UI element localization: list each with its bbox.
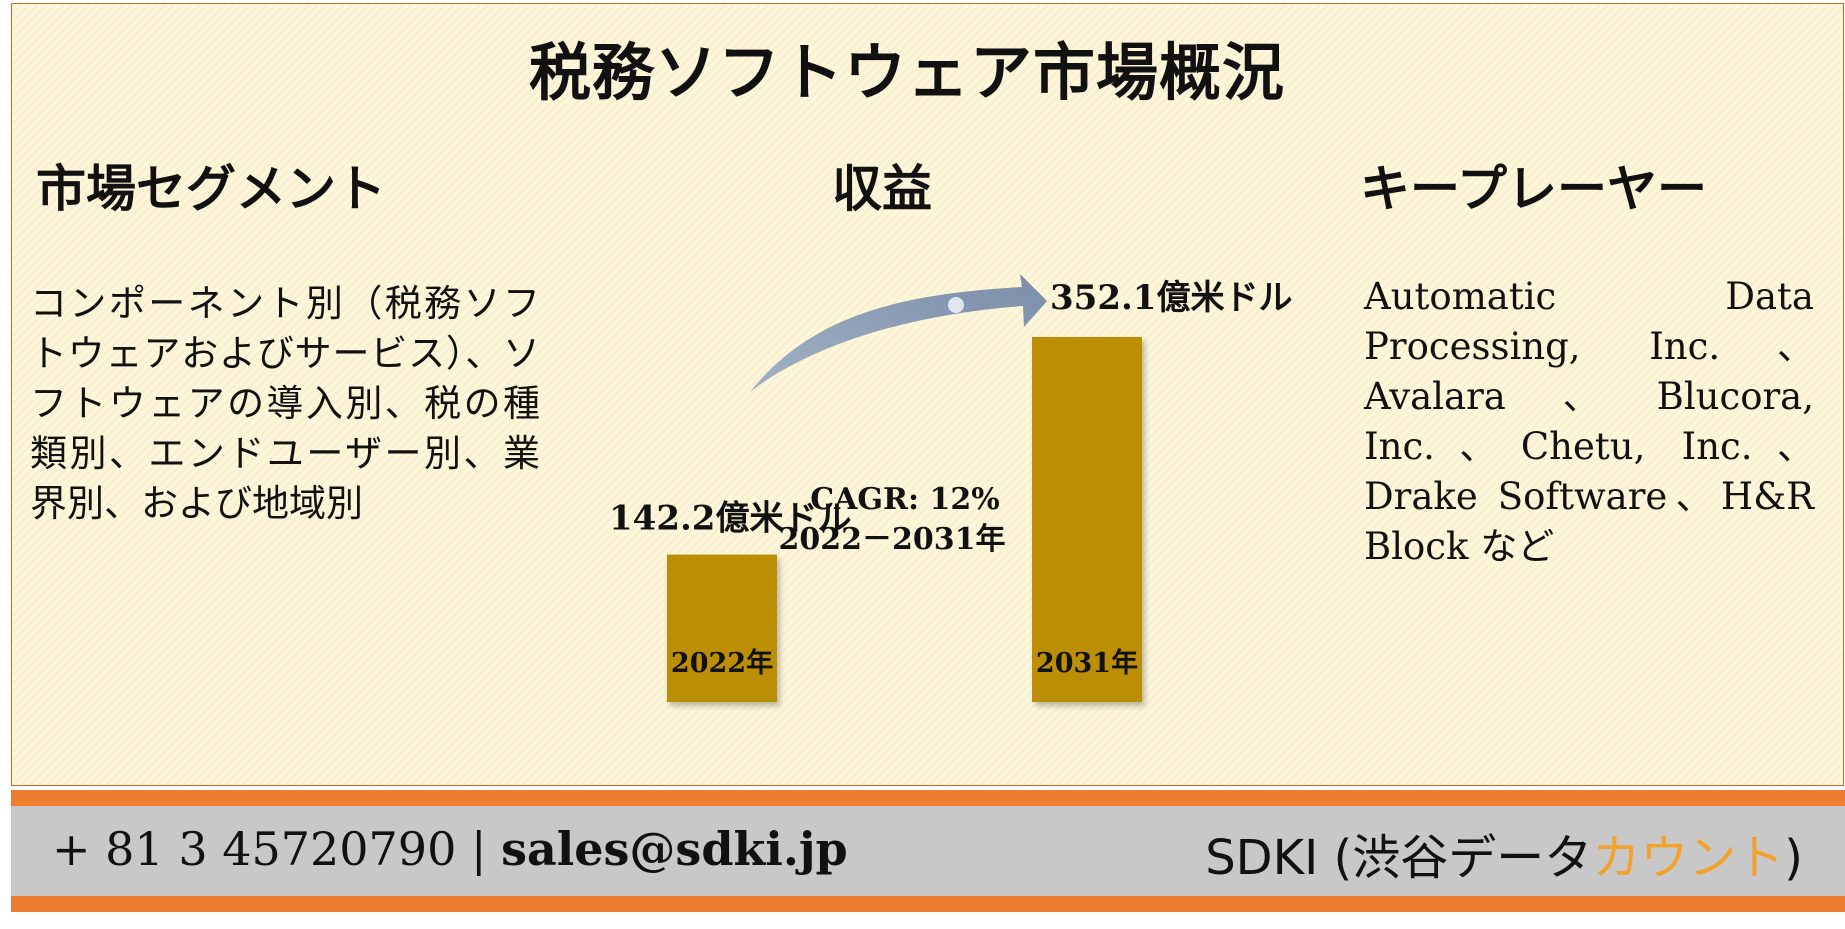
brand-prefix: SDKI (渋谷データ — [1205, 830, 1593, 886]
brand-accent: カウント — [1592, 830, 1785, 886]
revenue-heading: 収益 — [832, 159, 932, 218]
cagr-label: CAGR: 12% — [810, 482, 999, 517]
infographic-panel: 税務ソフトウェア市場概況 市場セグメント 収益 キープレーヤー コンポーネント別… — [11, 3, 1844, 786]
growth-arrow-icon — [750, 274, 1047, 392]
players-text: Automatic Data Processing, Inc.、Avalara、… — [1364, 275, 1814, 568]
contact-separator: | — [470, 822, 487, 876]
arrow-highlight-icon — [948, 297, 964, 313]
players-heading: キープレーヤー — [1360, 159, 1707, 218]
bar-2031年 — [1032, 337, 1142, 702]
phone-number: + 81 3 45720790 — [52, 822, 457, 876]
footer-bottom-band — [11, 896, 1845, 912]
cagr-period-label: 2022－2031年 — [779, 522, 1006, 557]
bar-value-label: 142.2億米ドル — [609, 499, 851, 539]
bar-2022年 — [667, 554, 777, 702]
footer-top-band — [11, 790, 1845, 806]
revenue-chart: 2022年 142.2億米ドル 2031年 352.1億米ドル CAGR: 12% 2… — [609, 274, 1292, 702]
bar-category-label: 2022年 — [671, 647, 773, 679]
email-link[interactable]: sales@sdki.jp — [501, 822, 848, 876]
segments-heading: 市場セグメント — [36, 159, 386, 218]
brand-name: SDKI (渋谷データカウント) — [1205, 818, 1803, 888]
segments-text: コンポーネント別（税務ソフトウェアおよびサービス）、ソフトウェアの導入別、税の種… — [30, 282, 540, 525]
footer-panel — [11, 806, 1845, 896]
bar-value-label: 352.1億米ドル — [1050, 278, 1292, 318]
page-title: 税務ソフトウェア市場概況 — [528, 36, 1285, 109]
brand-suffix: ) — [1784, 830, 1803, 886]
bar-category-label: 2031年 — [1036, 647, 1138, 679]
contact-info: + 81 3 45720790 | sales@sdki.jp — [52, 822, 848, 876]
